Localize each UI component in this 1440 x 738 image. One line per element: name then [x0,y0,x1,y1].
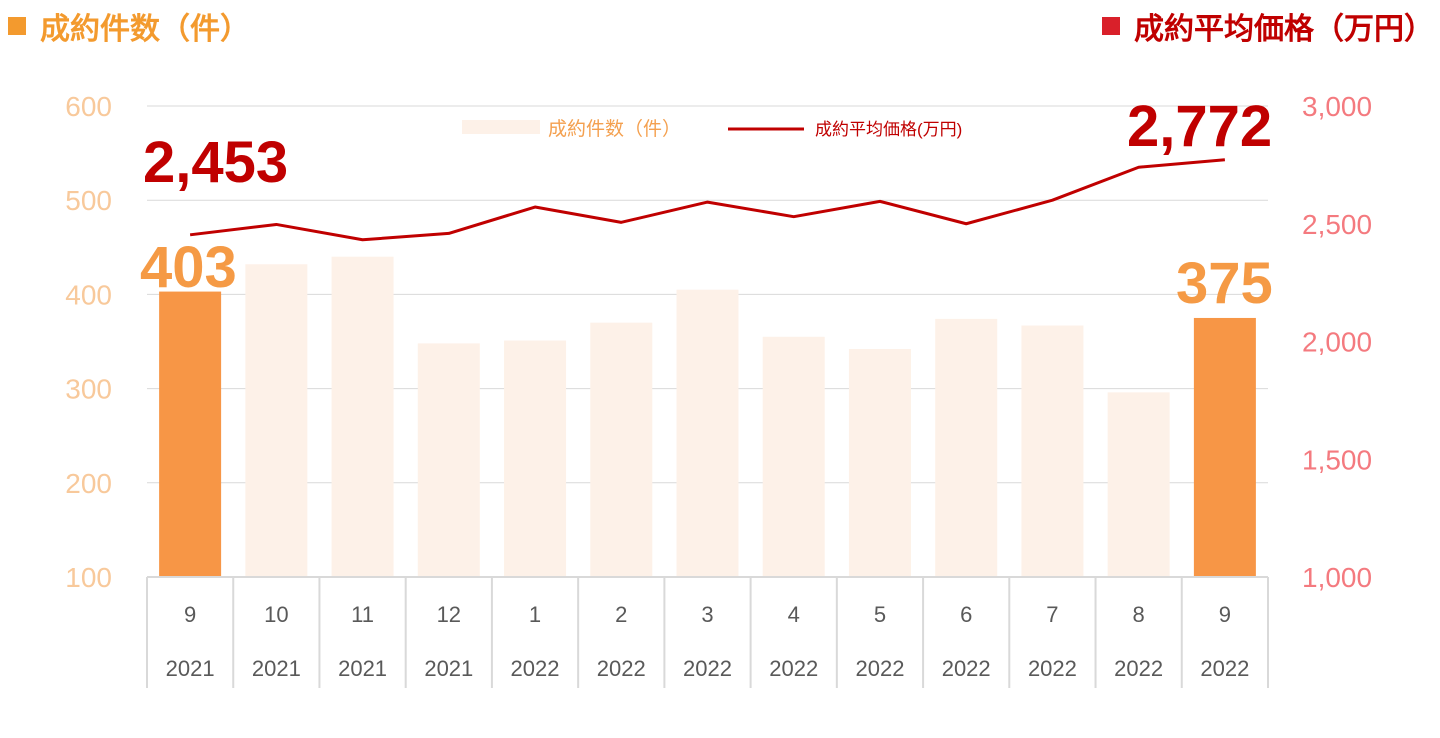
month-label: 8 [1133,602,1145,627]
left-tick-label: 100 [65,562,112,593]
year-label: 2022 [942,656,991,681]
year-label: 2022 [1200,656,1249,681]
bar [935,318,998,577]
year-label: 2022 [769,656,818,681]
price-line [189,158,1226,242]
right-tick-label: 1,500 [1302,444,1372,475]
left-tick-label: 600 [65,91,112,122]
bar [331,256,394,577]
year-label: 2021 [424,656,473,681]
bar [417,343,480,577]
right-tick-label: 2,500 [1302,209,1372,240]
bar [1107,392,1170,577]
red-square-icon [1102,17,1120,35]
orange-square-icon [8,17,26,35]
axes: 100 200 300 400 500 600 1,000 1,500 2,000 2,500 3,… [65,91,1372,688]
left-tick-label: 500 [65,185,112,216]
bar [159,291,222,577]
legend-bar-swatch [462,120,540,134]
year-label: 2021 [338,656,387,681]
year-label: 2022 [1028,656,1077,681]
left-axis-title: 成約件数（件） [8,4,250,48]
right-tick-label: 1,000 [1302,562,1372,593]
left-tick-label: 400 [65,279,112,310]
bar-series [159,256,1256,577]
month-label: 10 [264,602,288,627]
annotations: 2,453 2,772 403 375 [140,94,1273,316]
year-label: 2022 [597,656,646,681]
month-label: 11 [351,602,374,627]
right-axis-title: 成約平均価格（万円） [1102,4,1434,48]
first-count-label: 403 [140,235,237,300]
month-label: 6 [960,602,972,627]
right-axis-title-text: 成約平均価格（万円） [1134,13,1434,46]
year-label: 2022 [683,656,732,681]
year-label: 2021 [252,656,301,681]
last-count-label: 375 [1176,251,1273,316]
left-axis-title-text: 成約件数（件） [40,13,250,46]
left-tick-label: 300 [65,374,112,405]
bar [676,289,739,577]
bar [1193,317,1256,577]
last-price-label: 2,772 [1127,94,1272,159]
month-label: 5 [874,602,886,627]
month-label: 9 [1219,602,1231,627]
month-label: 7 [1046,602,1058,627]
line-series [189,158,1226,242]
bar [1021,325,1084,577]
year-label: 2022 [511,656,560,681]
bar [590,322,653,577]
right-tick-label: 2,000 [1302,327,1372,358]
year-label: 2022 [855,656,904,681]
right-tick-label: 3,000 [1302,91,1372,122]
bar [848,349,911,577]
month-label: 12 [437,602,461,627]
bar [504,340,567,577]
bar [762,336,825,577]
year-label: 2022 [1114,656,1163,681]
bar [245,264,308,577]
legend-line-label: 成約平均価格(万円) [815,120,962,139]
chart-legend: 成約件数（件） 成約平均価格(万円) [462,118,962,140]
first-price-label: 2,453 [143,130,288,195]
legend-bar-label: 成約件数（件） [548,118,681,140]
month-label: 9 [184,602,196,627]
month-label: 2 [615,602,627,627]
month-label: 4 [788,602,800,627]
month-label: 1 [529,602,541,627]
month-label: 3 [701,602,713,627]
year-label: 2021 [166,656,215,681]
left-tick-label: 200 [65,468,112,499]
